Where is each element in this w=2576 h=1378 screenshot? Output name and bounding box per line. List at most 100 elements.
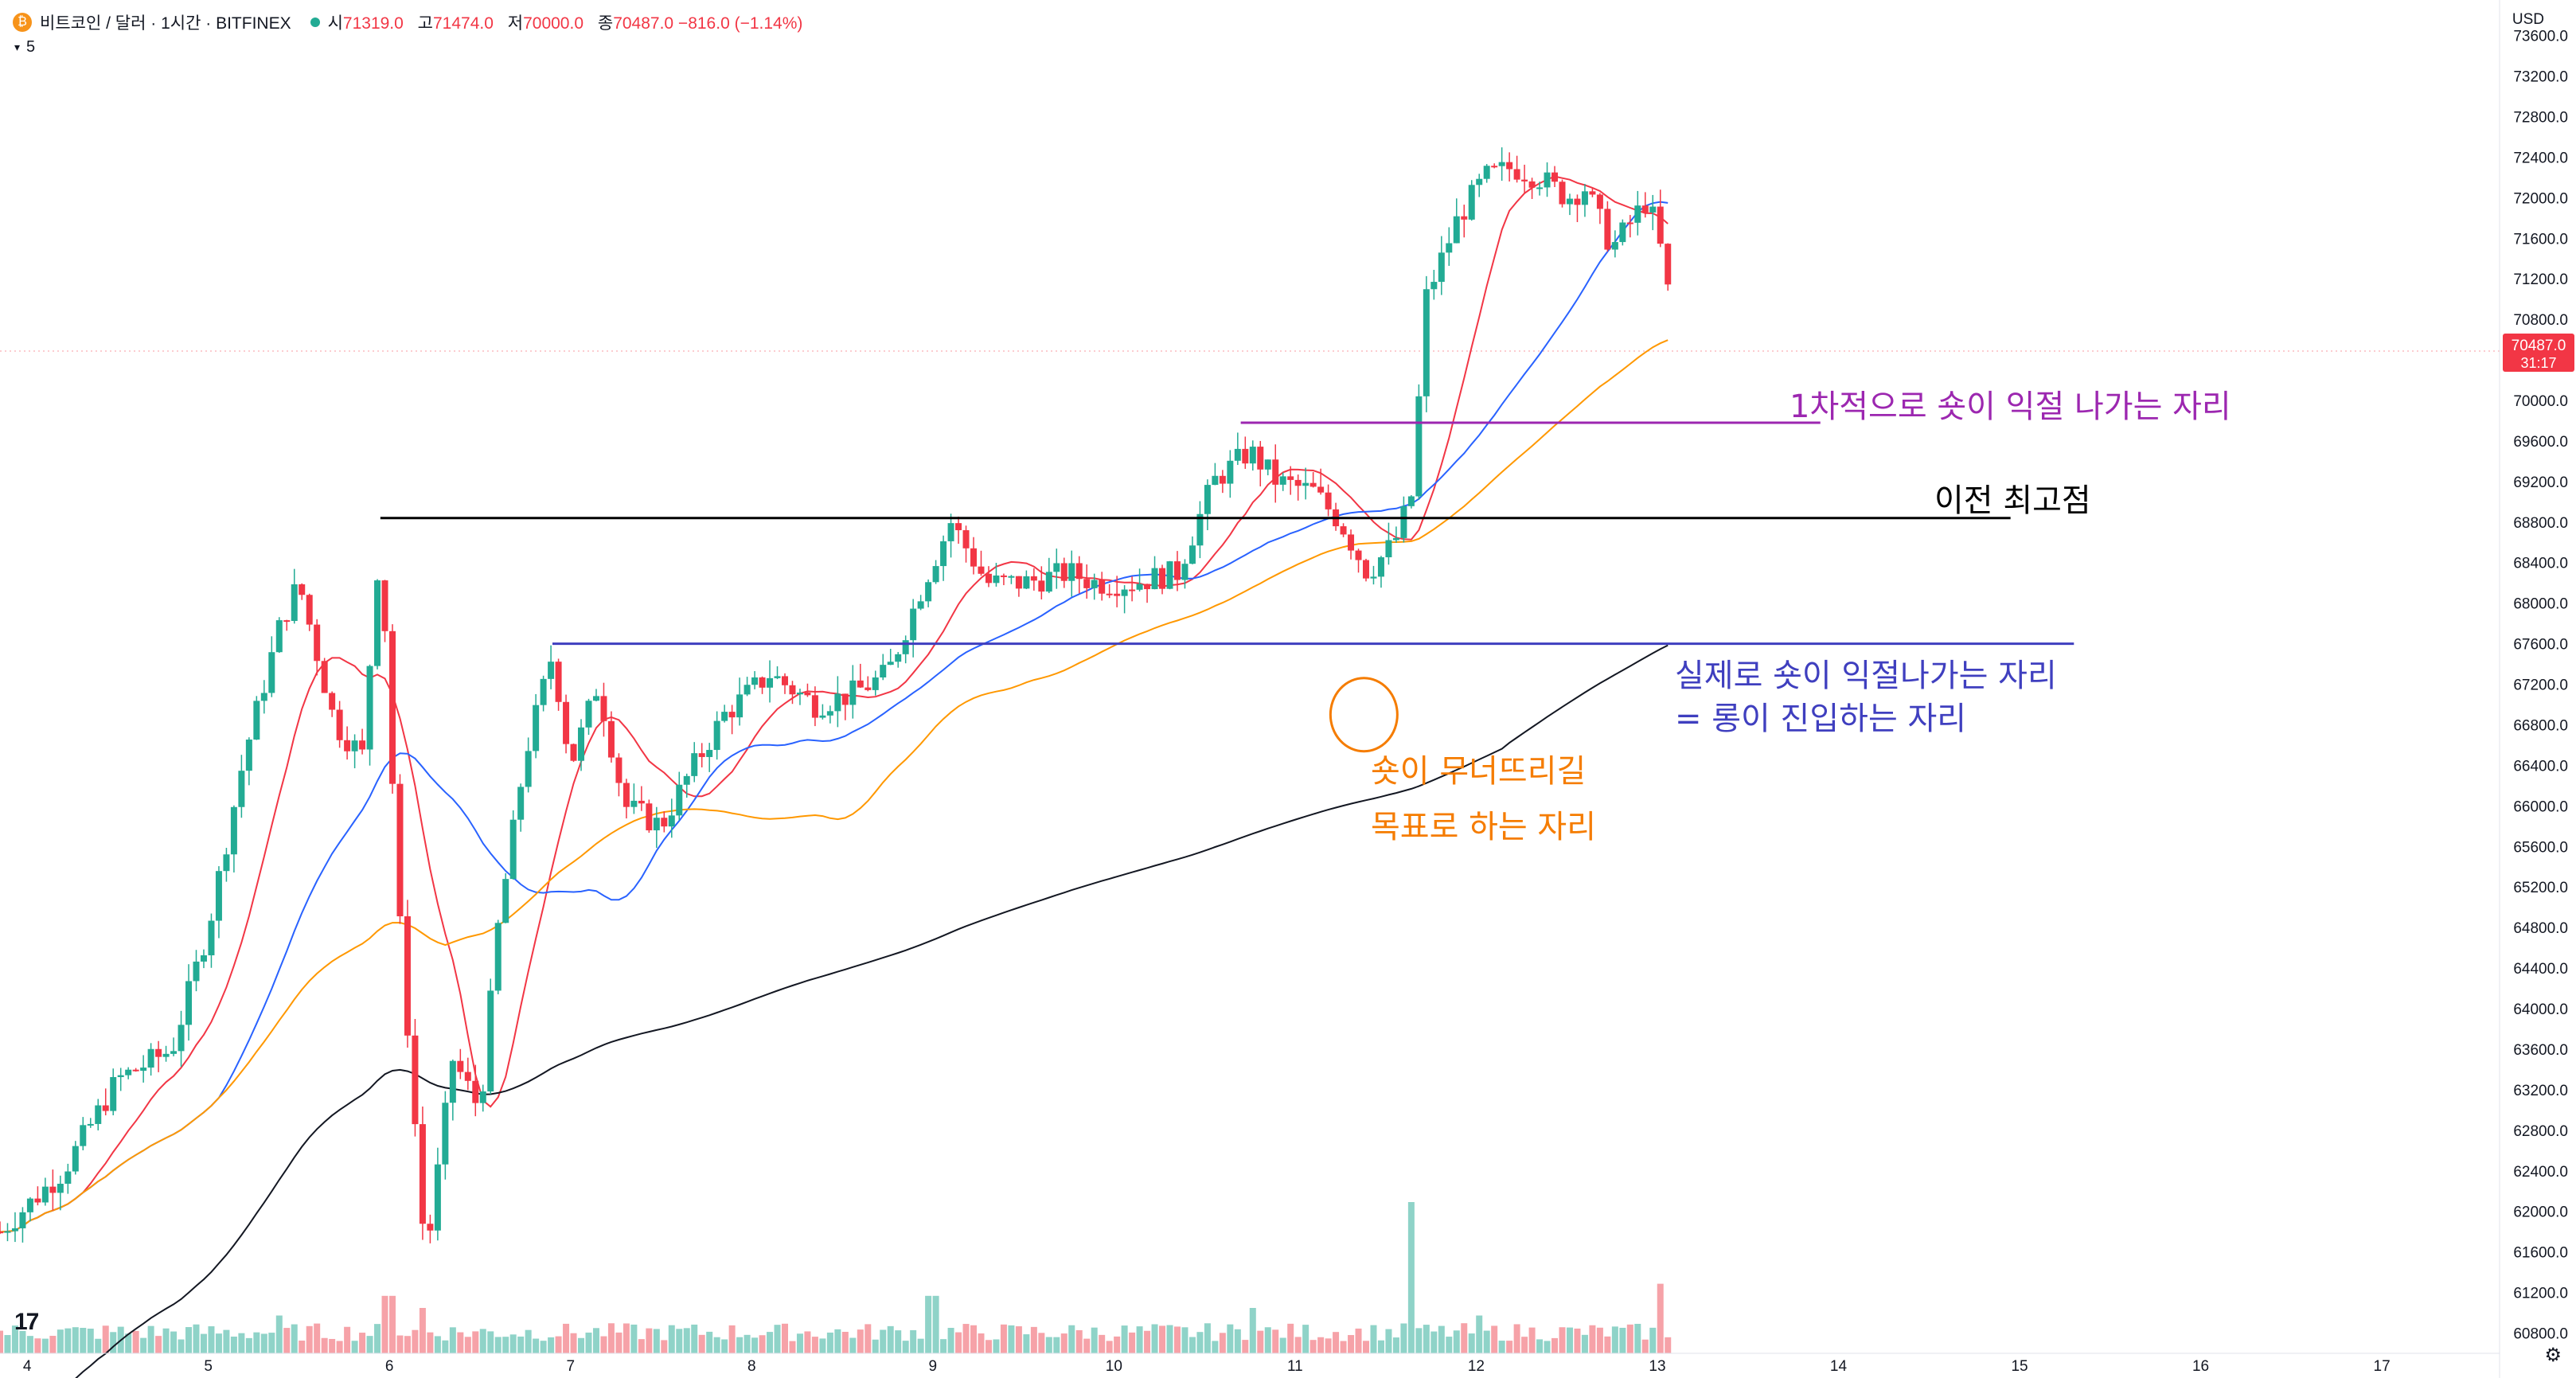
volume-bar xyxy=(95,1338,102,1353)
candle-body xyxy=(872,677,879,690)
volume-bar xyxy=(223,1329,230,1353)
candle-body xyxy=(208,920,215,956)
time-axis[interactable]: 4 5 6 7 8 9 10 11 12 13 14 15 16 17 xyxy=(0,1353,2500,1375)
candle-body xyxy=(1053,563,1060,572)
candle-body xyxy=(744,685,751,695)
candle-body xyxy=(434,1164,441,1231)
candle-body xyxy=(1091,580,1098,588)
volume-bar xyxy=(1144,1330,1151,1353)
volume-bar xyxy=(1446,1337,1453,1353)
volume-bar xyxy=(759,1335,766,1353)
candle-body xyxy=(947,523,954,541)
candle-body xyxy=(759,677,766,688)
volume-bar xyxy=(449,1327,456,1353)
candle-body xyxy=(275,620,283,653)
volume-bar xyxy=(1544,1341,1551,1353)
volume-bar xyxy=(887,1325,894,1353)
volume-bar xyxy=(351,1341,358,1353)
candle-body xyxy=(985,573,992,584)
currency-selector[interactable]: USD xyxy=(2512,11,2544,28)
candle-body xyxy=(767,677,774,688)
label-short-partial-tp: 1차적으로 숏이 익절 나가는 자리 xyxy=(1790,388,2231,425)
volume-bar xyxy=(804,1331,811,1353)
chevron-down-icon[interactable]: ▾ xyxy=(14,41,21,53)
candle-body xyxy=(1498,162,1505,166)
volume-bar xyxy=(275,1315,283,1353)
candle-body xyxy=(396,783,404,917)
price-tick-label: 67200.0 xyxy=(2513,677,2568,694)
volume-bar xyxy=(502,1337,509,1353)
candle-body xyxy=(26,1198,33,1212)
gear-icon[interactable]: ⚙ xyxy=(2544,1345,2562,1366)
time-tick-label: 4 xyxy=(23,1358,32,1375)
candle-body xyxy=(592,696,599,701)
candle-body xyxy=(178,1025,185,1052)
volume-bar xyxy=(646,1328,653,1353)
volume-bar xyxy=(1325,1338,1332,1353)
candle-body xyxy=(1114,593,1121,596)
candle-body xyxy=(1528,181,1536,188)
candle-body xyxy=(1446,243,1453,253)
candle-body xyxy=(970,548,978,567)
volume-bar xyxy=(26,1336,33,1353)
volume-bar xyxy=(283,1328,291,1353)
candle-body xyxy=(1272,459,1279,485)
price-tick-label: 63600.0 xyxy=(2513,1042,2568,1059)
volume-bar xyxy=(1430,1331,1438,1353)
candle-body xyxy=(865,687,872,690)
candle-body xyxy=(555,662,562,702)
tradingview-logo-icon[interactable]: 17 xyxy=(14,1309,39,1335)
candle-body xyxy=(1302,482,1309,486)
candle-body xyxy=(1151,568,1158,590)
candle-body xyxy=(525,751,532,787)
candle-body xyxy=(1634,205,1641,223)
volume-bar xyxy=(1513,1324,1520,1353)
candle-body xyxy=(1423,289,1430,396)
volume-bar xyxy=(1008,1325,1015,1353)
candle-body xyxy=(1257,447,1264,470)
candle-body xyxy=(1665,244,1672,285)
candle-body xyxy=(721,712,728,721)
volume-bar xyxy=(985,1340,992,1353)
volume-bar xyxy=(1151,1324,1158,1353)
volume-bar xyxy=(125,1333,132,1353)
volume-bar xyxy=(1536,1339,1544,1353)
volume-bar xyxy=(1400,1323,1407,1353)
candle-body xyxy=(887,662,894,666)
volume-bar xyxy=(1657,1283,1664,1353)
candle-body xyxy=(57,1183,64,1193)
candle-body xyxy=(932,566,939,583)
volume-bar xyxy=(1136,1326,1143,1353)
volume-bar xyxy=(925,1295,932,1353)
market-status-icon xyxy=(310,18,320,27)
volume-bar xyxy=(1038,1333,1045,1353)
volume-bar xyxy=(691,1324,698,1353)
symbol-title[interactable]: 비트코인 / 달러 · 1시간 · BITFINEX xyxy=(40,14,291,33)
volume-bar xyxy=(781,1323,788,1353)
candle-body xyxy=(578,727,585,761)
volume-bar xyxy=(728,1325,736,1353)
volume-bar xyxy=(479,1329,486,1353)
price-axis[interactable]: 73600.0 73200.0 72800.0 72400.0 72000.0 71600… xyxy=(2499,0,2568,1378)
candle-body xyxy=(1392,537,1399,541)
volume-bar xyxy=(457,1332,464,1353)
volume-bar xyxy=(1506,1341,1513,1353)
candle-body xyxy=(789,685,796,695)
candle-body xyxy=(698,753,705,757)
candle-body xyxy=(464,1072,471,1081)
candle-body xyxy=(834,693,841,712)
candle-body xyxy=(1363,560,1370,579)
volume-bar xyxy=(1249,1308,1256,1353)
candle-body xyxy=(1204,485,1211,514)
candle-body xyxy=(978,566,985,574)
candle-body xyxy=(1589,191,1596,195)
price-tick-label: 60800.0 xyxy=(2513,1326,2568,1343)
candle-body xyxy=(1000,575,1007,577)
volume-indicator-legend[interactable]: ▾ 5 xyxy=(14,38,35,57)
candle-body xyxy=(1483,166,1490,179)
candle-body xyxy=(910,608,917,641)
volume-bar xyxy=(1468,1333,1475,1353)
candle-body xyxy=(533,705,540,751)
volume-bar xyxy=(1317,1337,1325,1353)
